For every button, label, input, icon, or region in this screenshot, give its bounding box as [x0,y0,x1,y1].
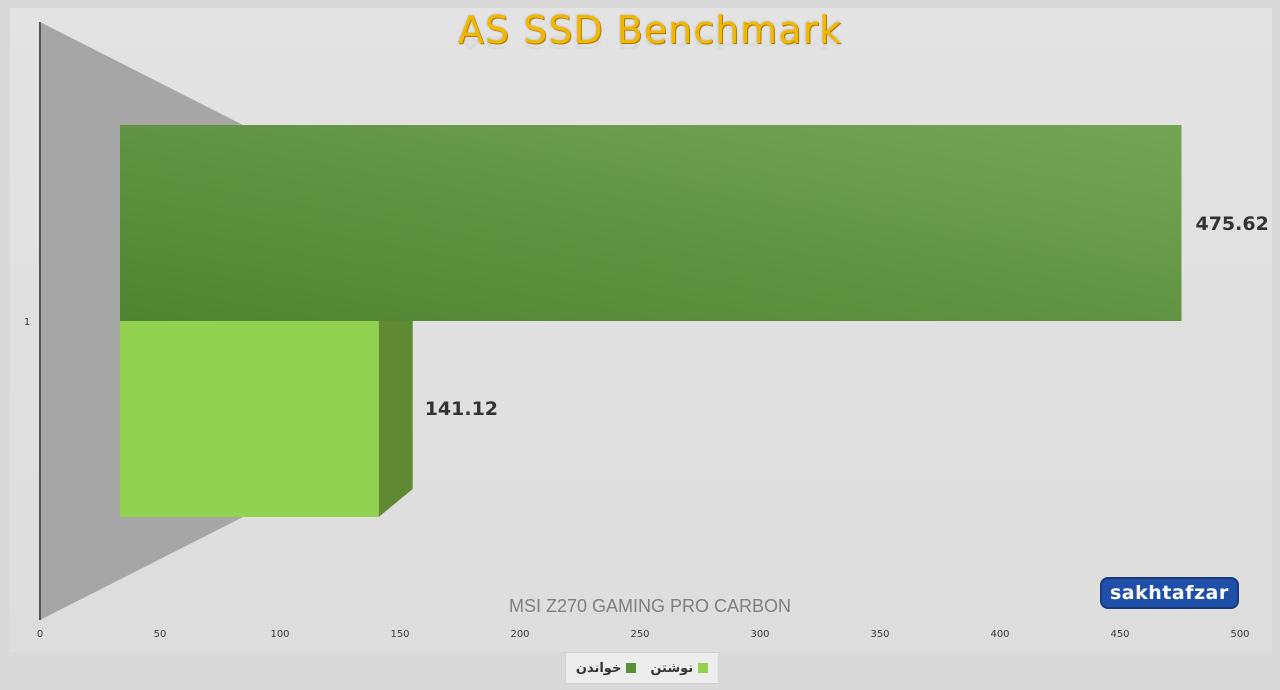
legend-item-read: خواندن [575,660,637,676]
data-label-write: 141.12 [425,398,498,420]
x-tick-label: 400 [990,629,1009,640]
x-tick-label: 250 [630,629,649,640]
x-axis-title: MSI Z270 GAMING PRO CARBON [508,596,792,616]
x-tick-label: 0 [37,629,43,640]
legend-label-write: نوشتن [650,660,694,676]
x-tick-label: 450 [1110,629,1129,640]
x-tick-label: 350 [870,629,889,640]
x-tick-label: 150 [390,629,409,640]
legend-label-read: خواندن [575,660,622,676]
data-label-read: 475.62 [1195,213,1268,235]
legend-swatch-read [626,663,637,673]
x-tick-label: 500 [1230,629,1249,640]
x-tick-label: 50 [154,629,167,640]
x-tick-label: 300 [750,629,769,640]
chart-title: AS SSD Benchmark [457,8,843,52]
legend-item-write: نوشتن [650,660,709,676]
logo-text: sakhtafzar [1102,579,1237,607]
bar-read [120,125,1182,321]
legend-swatch-write [698,663,709,673]
bar-side-write [378,321,413,517]
category-label: 1 [24,317,30,328]
sakhtafzar-logo: sakhtafzar [1102,574,1258,612]
x-tick-label: 100 [270,629,289,640]
x-tick-label: 200 [510,629,529,640]
legend: نوشتن خواندن [565,652,719,684]
bar-write [120,321,379,517]
